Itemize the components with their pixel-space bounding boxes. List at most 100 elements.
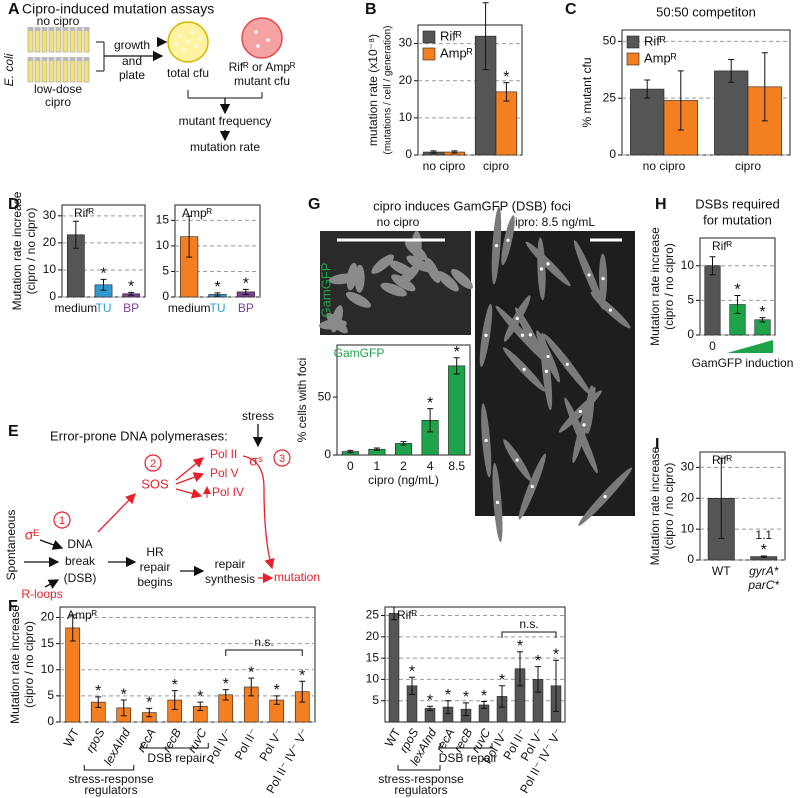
x-tick-label: WT [61,726,83,750]
significance: * [172,677,178,694]
y-tick-label: 5 [687,293,694,307]
focus [565,362,569,366]
label: cipro [45,95,71,109]
significance: * [481,688,487,705]
panel-label: I [655,436,659,453]
bracket-label: stress-response [68,772,154,786]
legend-swatch [626,35,640,49]
colony [198,36,202,40]
significance: * [95,683,101,700]
label: GamGFP [318,263,333,318]
significance: * [223,676,229,693]
error-bar [427,705,433,711]
panel-subtitle: Rifᴿ [712,239,733,253]
error-bar [761,52,768,122]
y-tick-label: 0 [324,447,331,461]
focus [601,276,605,281]
error-bar [72,220,79,249]
value-label: 1.1 [755,528,772,542]
y-tick-label: 0 [609,147,616,161]
label: cipro: 8.5 ng/mL [509,215,595,229]
cell [380,282,407,297]
significance: * [197,688,203,705]
y-tick-label: 5 [372,693,379,707]
legend-swatch [422,47,436,61]
significance: * [553,646,559,663]
focus [546,262,550,266]
y-axis-label: % mutant cfu [580,57,594,127]
label: and [122,54,142,68]
tube [69,59,76,83]
focus [506,238,510,242]
label: E. coli [2,53,16,86]
y-tick-label: 10 [366,672,380,686]
significance: * [759,304,765,321]
tube [27,59,34,83]
focus [603,495,607,499]
error-bar [69,614,76,642]
focus [544,369,548,373]
error-bar [409,676,415,695]
error-bar [146,707,153,718]
y-tick-label: 20 [41,610,55,624]
cell [345,291,371,308]
bracket-label: n.s. [519,617,538,631]
panel-subtitle: Rifᴿ [74,206,95,220]
step-circle [53,511,71,529]
chart-title: DSBs required [695,196,780,211]
y-tick-label: 10 [41,662,55,676]
label: total cfu [167,66,209,80]
y-tick-label: 10 [399,110,413,124]
tube-cap [62,27,69,31]
bracket [501,631,557,638]
y-tick-label: 5 [47,688,54,702]
y-tick-label: 10 [43,262,57,276]
colony [178,34,182,38]
y-tick-label: 0 [49,289,56,303]
focus [522,367,526,372]
bracket-label: regulators [84,783,137,797]
bracket-label: DSB repair [147,751,206,765]
panel-label: D [8,196,20,213]
significance: * [499,672,505,689]
x-tick-label: BP [123,301,139,315]
x-tick-label: 1 [374,459,381,473]
bracket [83,765,135,771]
error-bar [734,295,741,315]
bracket-label: stress-response [378,772,464,786]
error-bar [463,702,469,717]
y-tick-label: 15 [366,650,380,664]
arrow [97,493,136,533]
label: mutant frequency [179,114,272,128]
significance: * [535,653,541,670]
bar [714,70,749,156]
bar [704,265,721,336]
tube-cap [48,27,55,31]
legend-swatch [422,30,436,44]
y-axis-label: (cipro / no cipro) [662,243,676,330]
y-tick-label: 50 [603,34,617,48]
focus [494,243,499,248]
x-axis-label: GamGFP induction [692,356,794,370]
arrow [175,488,203,499]
y-tick-label: 20 [366,629,380,643]
label: 2 [150,458,156,470]
y-axis-label: Mutation rate increase [648,446,662,565]
x-axis-label: cipro (ng/mL) [368,473,439,487]
tube [62,29,69,53]
tube-cap [69,27,76,31]
panel-subtitle: Ampᴿ [182,206,213,220]
label: no cipro [377,215,420,229]
significance: * [409,663,415,680]
colony [254,30,258,34]
focus [539,267,544,271]
panel-subtitle: Rifᴿ [712,453,733,467]
error-bar [222,689,229,701]
colony [182,48,186,52]
y-tick-label: 0 [162,289,169,303]
tube [83,29,90,53]
x-tick-label: no cipro [423,159,466,173]
label: begins [137,575,172,589]
panel-subtitle: Ampᴿ [67,608,98,622]
error-bar [248,677,255,697]
